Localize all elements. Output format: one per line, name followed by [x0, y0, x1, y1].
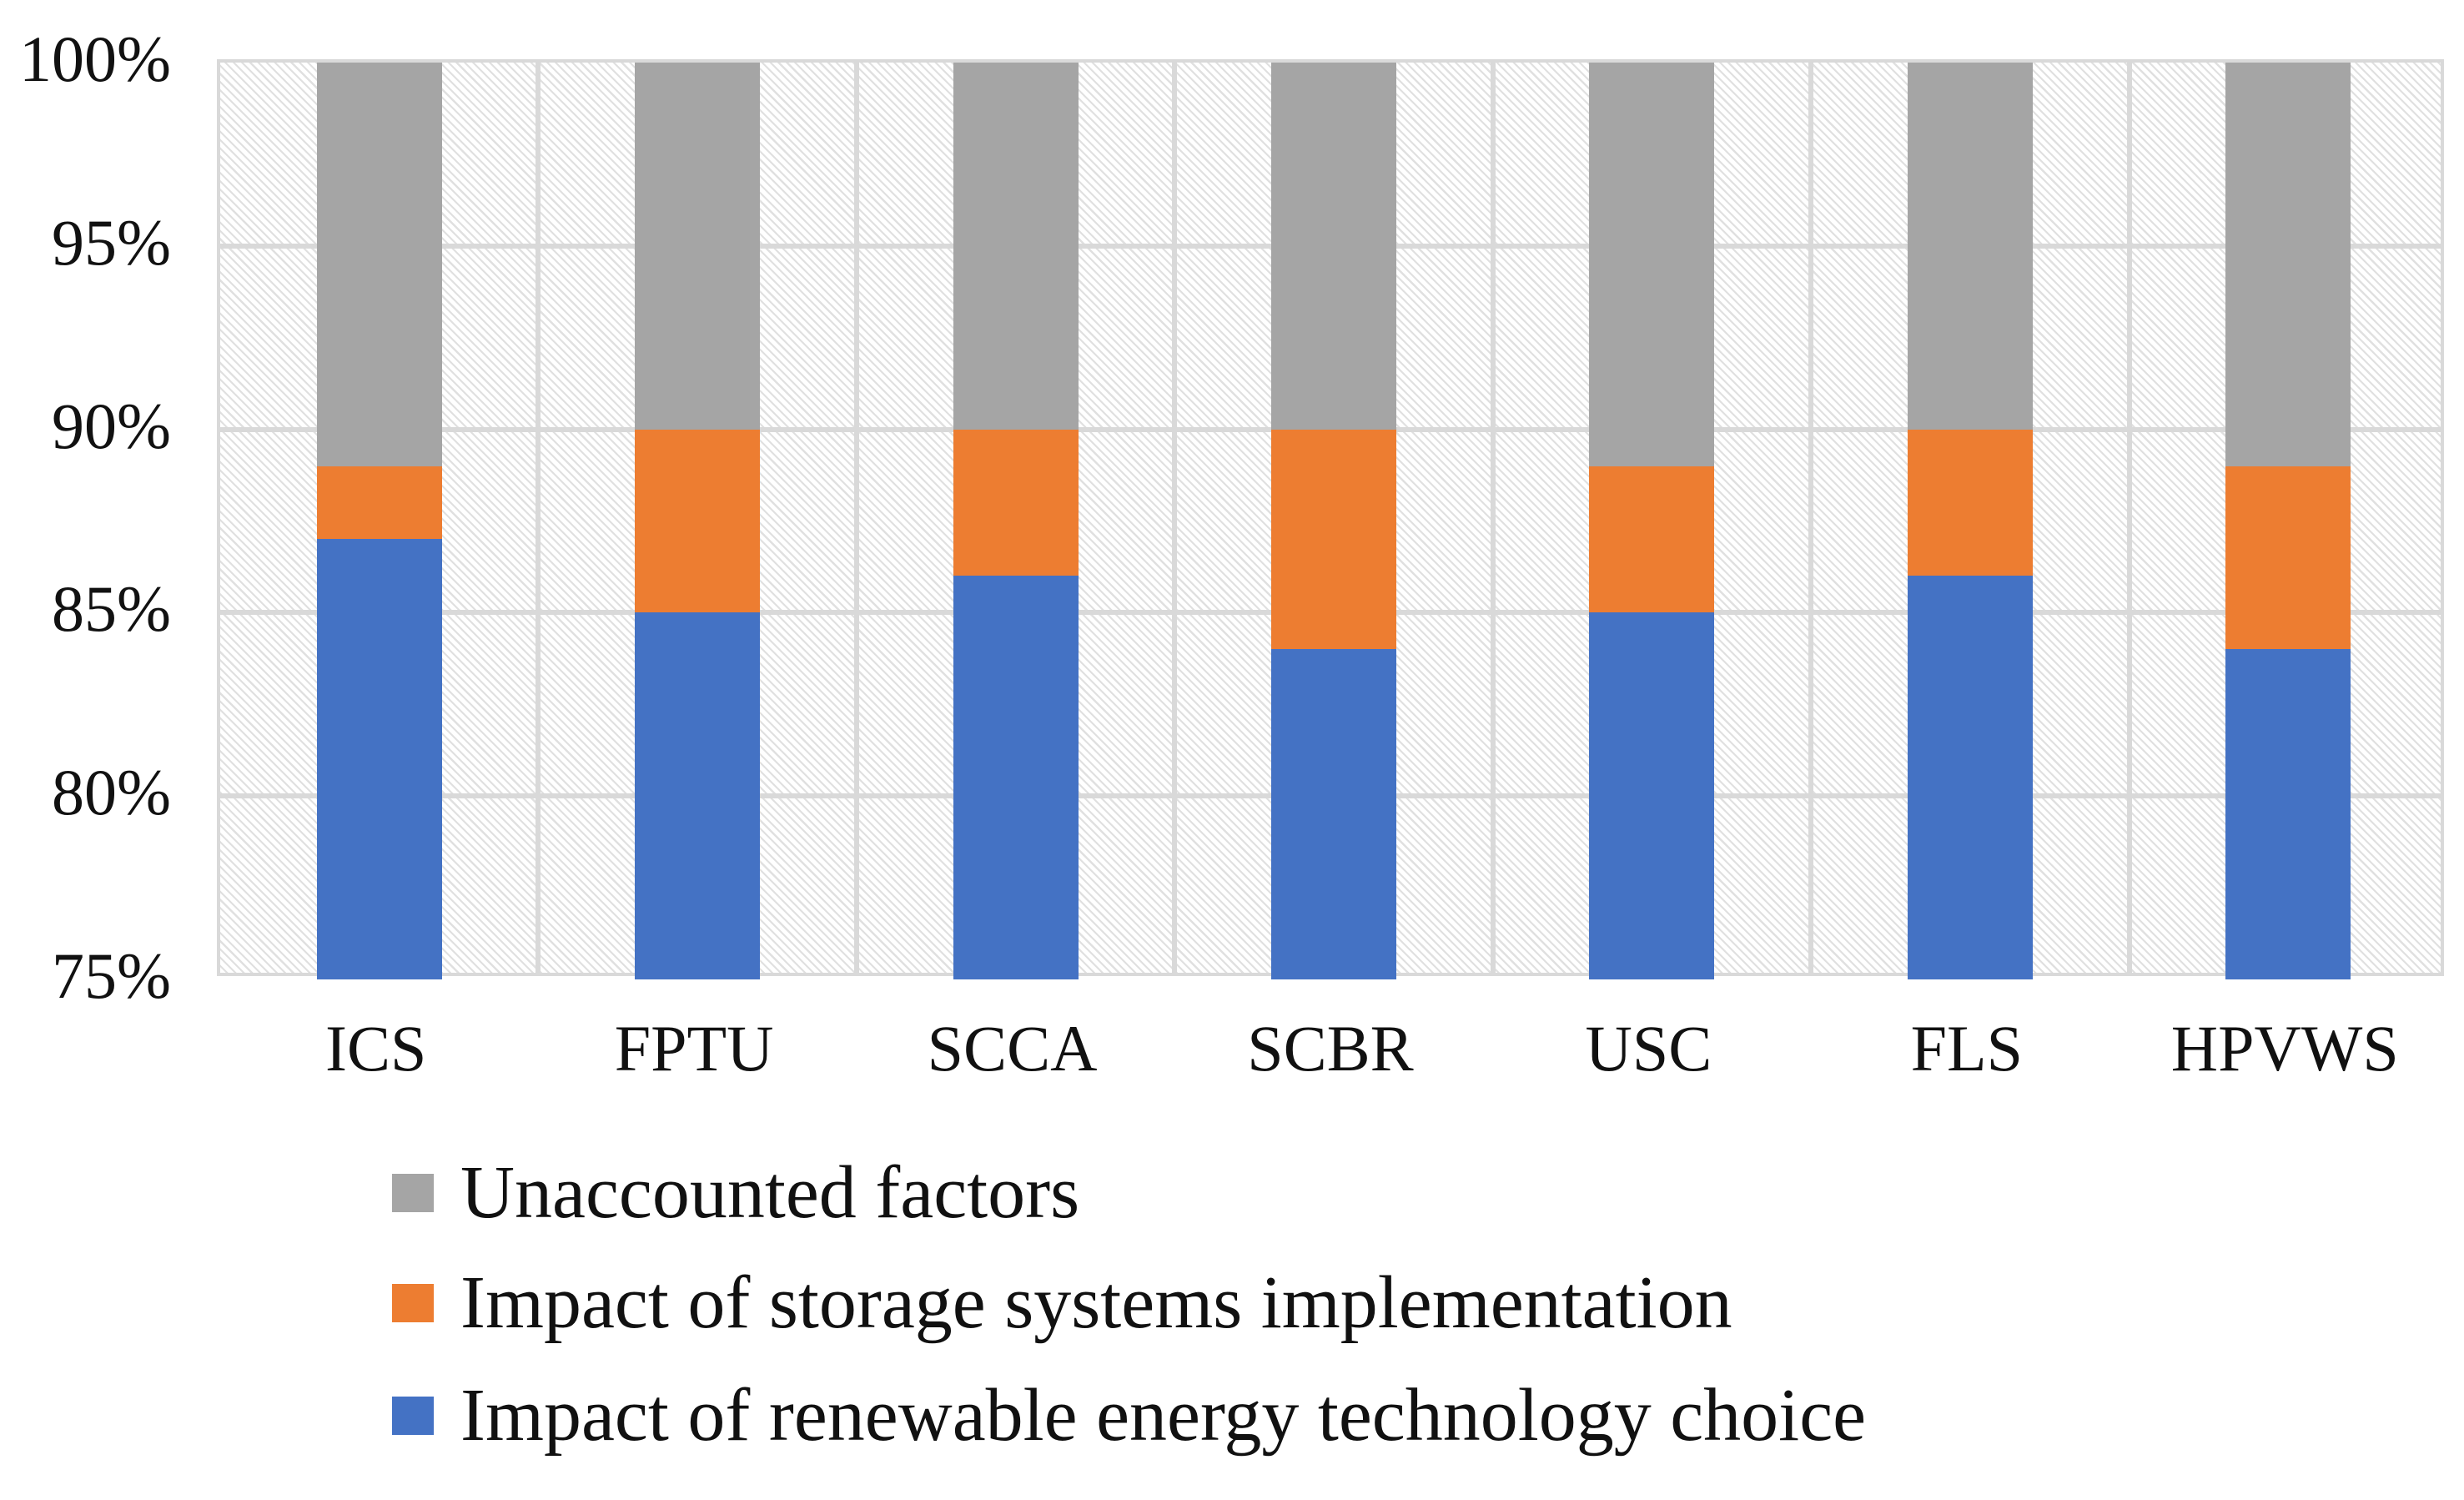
category-label-ICS: ICS	[325, 1012, 427, 1085]
v-gridline-6	[2126, 63, 2132, 973]
bar-HPVWS-segment-unaccounted-factors	[2225, 63, 2351, 466]
category-label-FPTU: FPTU	[614, 1012, 774, 1085]
v-gridline-3	[1172, 63, 1178, 973]
legend-swatch-icon	[392, 1284, 434, 1322]
legend-swatch-icon	[392, 1174, 434, 1212]
legend-label: Impact of storage systems implementation	[460, 1261, 1732, 1344]
bar-FLS-segment-impact-of-storage-systems-implementation	[1907, 429, 2033, 576]
y-tick-label-85: 85%	[52, 572, 171, 646]
y-tick-label-90: 90%	[52, 389, 171, 462]
y-tick-label-95: 95%	[52, 205, 171, 279]
category-label-FLS: FLS	[1910, 1012, 2024, 1085]
bar-HPVWS-segment-impact-of-storage-systems-implementation	[2225, 466, 2351, 650]
bar-SCCA-segment-impact-of-storage-systems-implementation	[953, 429, 1079, 576]
bar-FPTU-segment-unaccounted-factors	[635, 63, 761, 430]
bar-ICS-segment-impact-of-storage-systems-implementation	[316, 466, 442, 540]
bar-SCBR-segment-impact-of-renewable-energy-technology-choice	[1271, 649, 1396, 979]
y-tick-label-80: 80%	[52, 756, 171, 829]
bar-USC-segment-unaccounted-factors	[1589, 63, 1715, 466]
bar-SCBR-segment-impact-of-storage-systems-implementation	[1271, 429, 1396, 650]
bar-SCCA-segment-unaccounted-factors	[953, 63, 1079, 430]
legend-swatch-icon	[392, 1397, 434, 1435]
bar-ICS-segment-impact-of-renewable-energy-technology-choice	[316, 539, 442, 979]
bar-USC-segment-impact-of-renewable-energy-technology-choice	[1589, 612, 1715, 979]
category-label-SCCA: SCCA	[927, 1012, 1098, 1085]
bar-FPTU-segment-impact-of-storage-systems-implementation	[635, 429, 761, 613]
legend-label: Unaccounted factors	[460, 1151, 1080, 1234]
bar-FPTU-segment-impact-of-renewable-energy-technology-choice	[635, 612, 761, 979]
category-label-HPVWS: HPVWS	[2170, 1012, 2399, 1085]
v-gridline-5	[1808, 63, 1814, 973]
bar-SCBR-segment-unaccounted-factors	[1271, 63, 1396, 430]
v-gridline-1	[536, 63, 541, 973]
v-gridline-2	[853, 63, 859, 973]
legend-label: Impact of renewable energy technology ch…	[460, 1374, 1867, 1457]
bar-SCCA-segment-impact-of-renewable-energy-technology-choice	[953, 576, 1079, 979]
bar-FLS-segment-impact-of-renewable-energy-technology-choice	[1907, 576, 2033, 979]
category-label-USC: USC	[1585, 1012, 1712, 1085]
y-tick-label-75: 75%	[52, 939, 171, 1012]
category-label-SCBR: SCBR	[1247, 1012, 1414, 1085]
bar-HPVWS-segment-impact-of-renewable-energy-technology-choice	[2225, 649, 2351, 979]
plot-area	[217, 59, 2444, 979]
bar-ICS-segment-unaccounted-factors	[316, 63, 442, 466]
bar-USC-segment-impact-of-storage-systems-implementation	[1589, 466, 1715, 613]
bar-FLS-segment-unaccounted-factors	[1907, 63, 2033, 430]
v-gridline-4	[1490, 63, 1496, 973]
y-tick-label-100: 100%	[19, 23, 171, 95]
